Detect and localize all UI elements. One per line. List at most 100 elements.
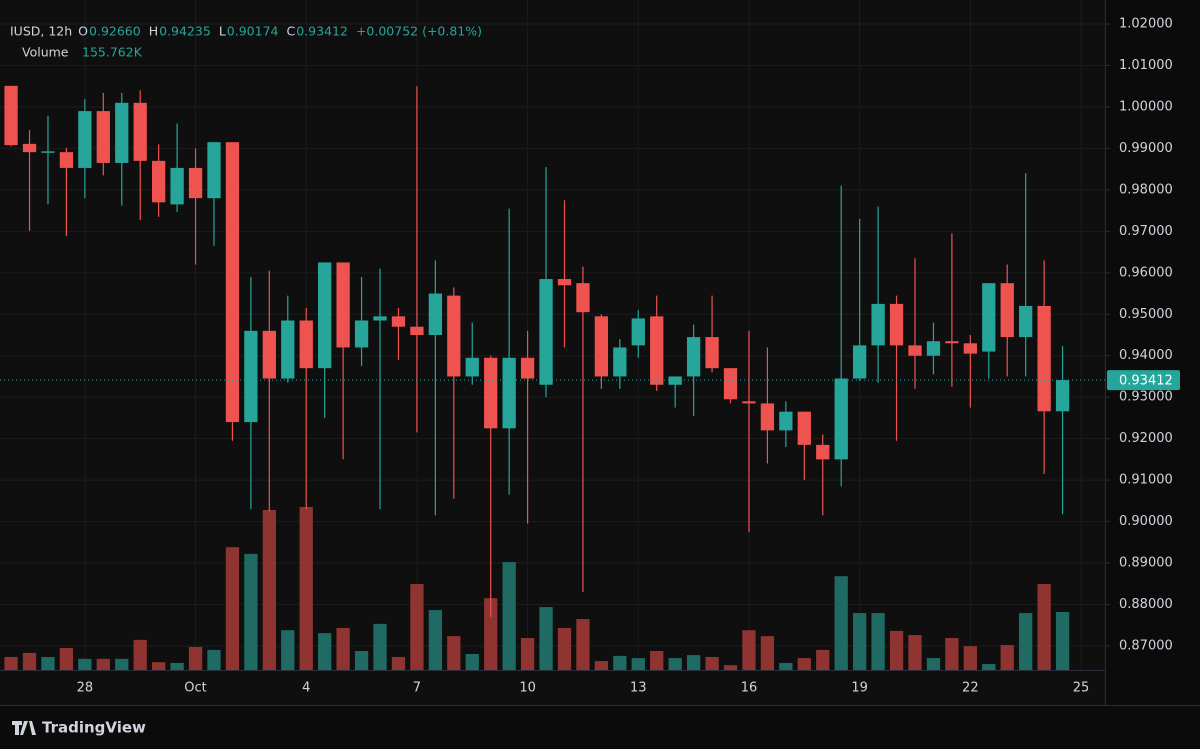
volume-bar	[889, 630, 904, 670]
candle-body	[465, 357, 479, 377]
candle-body	[760, 403, 775, 431]
candle-body	[133, 102, 147, 161]
volume-bar	[373, 623, 387, 670]
candle-body	[631, 318, 645, 346]
legend-key: H	[149, 24, 158, 39]
axes: 1.02000 1.01000 1.00000 0.99000 0.98000 0.970…	[77, 17, 1180, 696]
volume-bar	[152, 662, 166, 670]
volume-bar	[1037, 584, 1051, 670]
candle-body	[779, 411, 793, 431]
y-tick-label: 0.99000	[1119, 141, 1173, 156]
candle-body	[963, 343, 977, 354]
candle-body	[613, 347, 627, 377]
volume-bar	[299, 507, 313, 670]
candle-body	[705, 337, 719, 369]
candle-body	[244, 330, 258, 423]
candle-body	[4, 85, 18, 146]
candle-body	[152, 160, 166, 203]
y-tick-label: 0.95000	[1119, 307, 1173, 322]
volume-bar	[1019, 613, 1033, 670]
volume-bar	[428, 610, 442, 670]
volume-bar	[1000, 645, 1014, 670]
legend-volume-label: Volume	[22, 45, 69, 60]
candle-body	[889, 303, 904, 346]
volume-bar	[779, 662, 793, 670]
volume-bar	[705, 656, 719, 670]
candle-body	[853, 345, 867, 379]
legend-value: 0.93412	[296, 24, 348, 39]
volume-bar	[502, 562, 516, 670]
candle-body	[1055, 380, 1070, 412]
volume-bar	[391, 656, 406, 670]
volume-bar	[207, 649, 221, 670]
volume-bar	[926, 658, 941, 670]
y-tick-label: 0.89000	[1119, 556, 1173, 571]
candle-body	[797, 411, 811, 445]
candle-body	[945, 341, 959, 344]
volume-bar	[834, 576, 848, 670]
y-tick-label: 0.93000	[1119, 390, 1173, 405]
x-tick-label: 4	[302, 681, 310, 696]
x-tick-label: 13	[630, 681, 647, 696]
volume-bar	[115, 658, 129, 670]
volume-bar	[668, 658, 682, 670]
volume-bar	[22, 652, 37, 670]
y-tick-label: 1.02000	[1119, 17, 1173, 32]
candle-body	[576, 283, 590, 313]
volume-bar	[613, 655, 627, 670]
candle-body	[834, 378, 848, 460]
volume-bar	[963, 646, 977, 670]
candle-body	[336, 262, 350, 348]
candle-body	[1000, 283, 1014, 338]
volume-bar	[576, 619, 590, 670]
volume-bar	[170, 662, 184, 670]
candle-body	[594, 316, 609, 377]
y-tick-label: 0.88000	[1119, 597, 1173, 612]
volume-bar	[686, 655, 701, 670]
candle-body	[299, 320, 313, 369]
x-tick-label: Oct	[184, 681, 206, 696]
x-tick-label: 10	[519, 681, 536, 696]
candle-body	[281, 320, 295, 379]
candle-body	[908, 345, 922, 356]
volume-bar	[354, 651, 369, 670]
candle-body	[41, 151, 55, 153]
candle-body	[982, 283, 996, 352]
legend-key: C	[287, 24, 296, 39]
volume-bar	[908, 635, 922, 670]
y-tick-label: 1.01000	[1119, 58, 1173, 73]
x-tick-label: 28	[77, 681, 94, 696]
volume-bar	[318, 633, 332, 670]
candle-body	[926, 341, 941, 356]
y-tick-label: 0.96000	[1119, 265, 1173, 280]
candle-body	[816, 444, 830, 460]
candle-body	[871, 303, 885, 346]
legend-volume-value: 155.762K	[82, 45, 143, 60]
y-tick-label: 0.98000	[1119, 182, 1173, 197]
volume-bar	[945, 637, 959, 670]
volume-bar	[742, 630, 756, 670]
legend-value: 0.92660	[89, 24, 141, 39]
y-tick-label: 0.92000	[1119, 431, 1173, 446]
y-tick-label: 0.91000	[1119, 473, 1173, 488]
x-tick-label: 7	[413, 681, 421, 696]
volume-bar	[982, 664, 996, 670]
candle-body	[650, 316, 664, 385]
legend-symbol: IUSD, 12h	[10, 24, 72, 39]
candle-body	[188, 167, 203, 199]
volume-bar	[1055, 612, 1070, 670]
y-tick-label: 1.00000	[1119, 99, 1173, 114]
volume-bar	[816, 649, 830, 670]
volume-bar	[797, 658, 811, 670]
candle-body	[557, 279, 572, 286]
y-tick-label: 0.97000	[1119, 224, 1173, 239]
volume-bar	[244, 553, 258, 670]
volume-bar	[336, 627, 350, 670]
candle-body	[354, 320, 369, 348]
volume-bar	[59, 648, 74, 670]
volume-bar	[853, 613, 867, 670]
legend-key: O	[78, 24, 88, 39]
brand[interactable]: TradingView	[12, 719, 146, 737]
legend-value: 0.94235	[159, 24, 211, 39]
candle-body	[410, 326, 424, 335]
